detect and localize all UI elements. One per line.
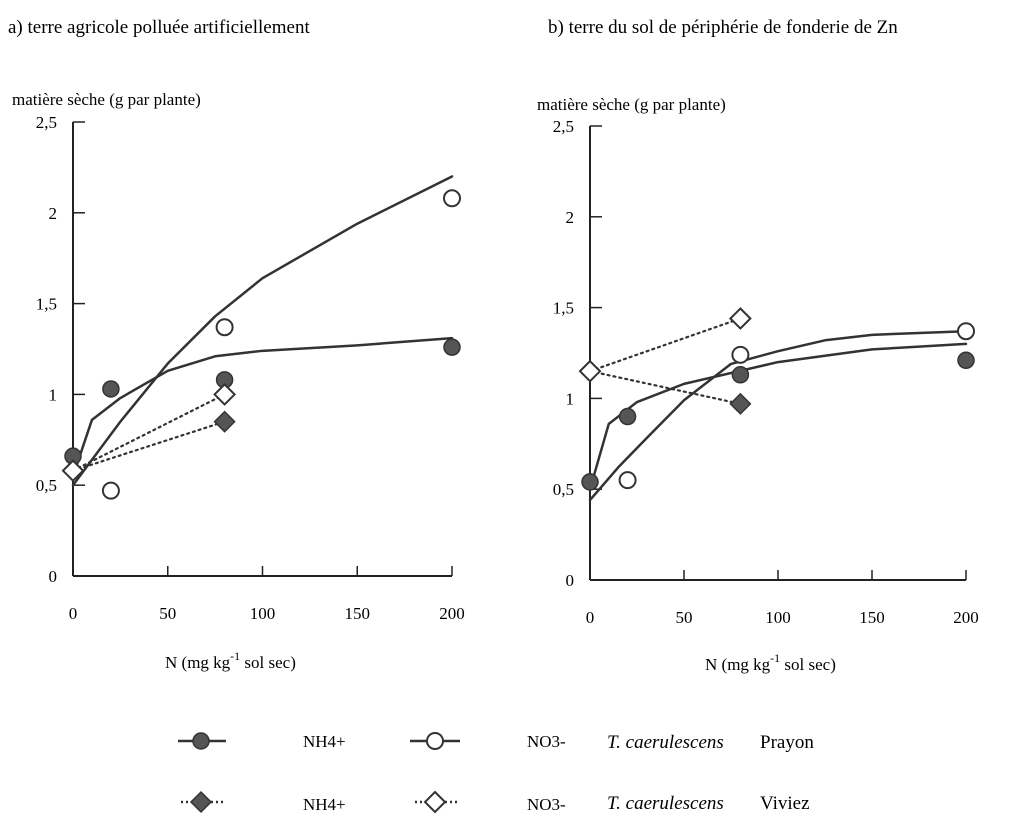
chart-b-prayon-nh4-point bbox=[581, 473, 599, 491]
legend-open-circle-marker bbox=[426, 732, 444, 750]
chart-b-prayon-no3-point bbox=[957, 322, 975, 341]
chart-a-prayon-no3-point bbox=[215, 318, 234, 337]
legend-prayon-nh4-label: NH4+ bbox=[303, 732, 346, 751]
chart-b-viviez-no3-point bbox=[728, 307, 752, 330]
chart-b-x-label-sup: -1 bbox=[770, 651, 780, 665]
chart-b-prayon-no3-fit-line bbox=[588, 329, 968, 502]
chart-b-title: b) terre du sol de périphérie de fonderi… bbox=[548, 17, 898, 38]
chart-a-viviez-no3-point bbox=[213, 382, 237, 406]
chart-b-prayon-no3-point bbox=[731, 345, 750, 364]
chart-b-y-tick-label: 2,5 bbox=[553, 117, 574, 136]
chart-b-prayon-nh4-fit-line bbox=[588, 342, 968, 491]
chart-a-x-label-sup: -1 bbox=[230, 649, 240, 663]
chart-b-y-tick-label: 0 bbox=[566, 571, 575, 590]
legend-filled-diamond-marker bbox=[189, 790, 213, 814]
chart-b-prayon-no3-point bbox=[618, 471, 637, 490]
chart-b-y-tick-label: 1,5 bbox=[553, 299, 574, 318]
legend-prayon-species: T. caerulescens bbox=[607, 732, 724, 753]
chart-b-prayon-nh4-point bbox=[731, 366, 750, 384]
legend-open-diamond-marker bbox=[423, 790, 447, 814]
chart-a-x-tick-label: 0 bbox=[69, 604, 78, 623]
chart-b-x-tick-label: 100 bbox=[765, 608, 791, 627]
chart-b-x-tick-label: 150 bbox=[859, 608, 885, 627]
legend-viviez-no3-label: NO3- bbox=[527, 795, 566, 814]
chart-b-x-tick-label: 0 bbox=[586, 608, 595, 627]
chart-a-y-tick-label: 2 bbox=[49, 204, 58, 223]
chart-b-viviez-no3-point bbox=[578, 359, 602, 383]
chart-a-prayon-nh4-point bbox=[443, 338, 461, 356]
chart-a-x-tick-label: 100 bbox=[250, 604, 276, 623]
chart-b-viviez-no3-fit-line bbox=[588, 317, 742, 373]
chart-a-y-tick-label: 1,5 bbox=[36, 295, 57, 314]
chart-b-viviez-nh4-fit-line bbox=[588, 370, 742, 405]
chart-a-y-tick-label: 0,5 bbox=[36, 476, 57, 495]
chart-b-x-tick-label: 200 bbox=[953, 608, 979, 627]
chart-a-x-tick-label: 200 bbox=[439, 604, 465, 623]
chart-b-prayon-nh4-point bbox=[618, 407, 637, 426]
chart-b-viviez-nh4-point bbox=[729, 392, 752, 415]
chart-b-prayon-nh4-point bbox=[957, 351, 975, 370]
legend-viviez-species: T. caerulescens bbox=[607, 793, 724, 814]
chart-b-x-label-end: sol sec) bbox=[780, 655, 836, 674]
chart-a-viviez-no3-point bbox=[61, 459, 85, 483]
chart-b-x-tick-label: 50 bbox=[676, 608, 693, 627]
legend: NH4+ NO3- T. caerulescens Prayon NH4+ NO… bbox=[178, 732, 814, 814]
legend-viviez-nh4-label: NH4+ bbox=[303, 795, 346, 814]
chart-a-plot-area: 0 0,5 1 1,5 2 2,5 0 50 100 150 200 bbox=[36, 113, 465, 623]
chart-b-x-label-main: N (mg kg bbox=[705, 655, 771, 674]
legend-row-prayon: NH4+ NO3- T. caerulescens Prayon bbox=[178, 732, 814, 753]
chart-a-y-tick-label: 0 bbox=[49, 567, 58, 586]
legend-prayon-cultivar: Prayon bbox=[760, 732, 814, 753]
chart-a-prayon-no3-point bbox=[443, 189, 461, 208]
chart-b-x-label: N (mg kg-1 sol sec) bbox=[705, 651, 836, 674]
chart-b-y-tick-label: 2 bbox=[566, 208, 575, 227]
chart-a-x-label: N (mg kg-1 sol sec) bbox=[165, 649, 296, 672]
chart-a-prayon-nh4-point bbox=[102, 380, 120, 398]
chart-a-y-label: matière sèche (g par plante) bbox=[12, 90, 201, 109]
chart-a-title: a) terre agricole polluée artificielleme… bbox=[8, 17, 310, 38]
chart-a-y-tick-label: 2,5 bbox=[36, 113, 57, 132]
chart-b-y-tick-label: 0,5 bbox=[553, 480, 574, 499]
legend-row-viviez: NH4+ NO3- T. caerulescens Viviez bbox=[181, 790, 810, 814]
chart-a-viviez-nh4-point bbox=[213, 410, 236, 433]
chart-b-y-tick-label: 1 bbox=[566, 389, 575, 408]
chart-b-y-label: matière sèche (g par plante) bbox=[537, 95, 726, 114]
chart-a-x-tick-label: 150 bbox=[345, 604, 371, 623]
chart-a-y-tick-label: 1 bbox=[49, 385, 58, 404]
chart-a-prayon-no3-fit-line bbox=[71, 175, 454, 487]
chart-a-prayon-nh4-fit-line bbox=[71, 336, 454, 478]
chart-a-x-label-end: sol sec) bbox=[240, 653, 296, 672]
chart-b-plot-area: 0 0,5 1 1,5 2 2,5 0 50 100 150 200 bbox=[553, 117, 979, 627]
legend-viviez-cultivar: Viviez bbox=[760, 793, 810, 814]
chart-a-x-tick-label: 50 bbox=[159, 604, 176, 623]
chart-a-viviez-nh4-fit-line bbox=[71, 420, 226, 472]
chart-a-x-label-main: N (mg kg bbox=[165, 653, 231, 672]
legend-filled-circle-marker bbox=[192, 732, 210, 750]
chart-a-viviez-no3-fit-line bbox=[71, 393, 226, 472]
legend-prayon-no3-label: NO3- bbox=[527, 732, 566, 751]
chart-a-prayon-no3-point bbox=[101, 481, 120, 500]
